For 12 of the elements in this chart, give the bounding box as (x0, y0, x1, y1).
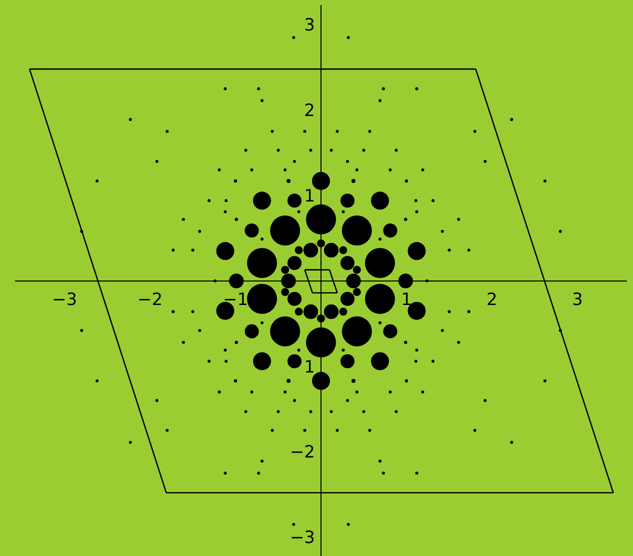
y-tick-label: 2 (304, 101, 315, 122)
y-tick-label: −2 (290, 442, 315, 463)
y-tick-label: 1 (304, 186, 315, 206)
x-tick-label: 1 (401, 290, 412, 310)
y-tick-label: −3 (290, 528, 315, 548)
y-tick-label: 1 (304, 357, 315, 378)
x-tick-label: −3 (52, 290, 78, 310)
x-tick-label: 2 (486, 290, 498, 310)
x-tick-label: −1 (223, 290, 248, 310)
x-tick-label: −2 (138, 290, 163, 310)
y-tick-label: 3 (304, 16, 315, 36)
x-tick-label: 3 (572, 290, 583, 310)
